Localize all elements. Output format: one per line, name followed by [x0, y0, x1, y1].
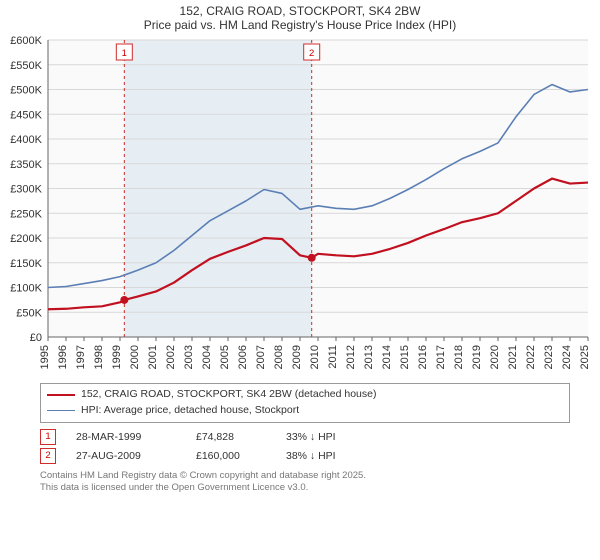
title-address: 152, CRAIG ROAD, STOCKPORT, SK4 2BW — [0, 4, 600, 18]
svg-text:2022: 2022 — [525, 345, 537, 369]
svg-text:£600K: £600K — [10, 35, 42, 47]
svg-text:£250K: £250K — [10, 208, 42, 220]
svg-text:2021: 2021 — [507, 345, 519, 369]
svg-text:£100K: £100K — [10, 283, 42, 295]
event-price: £74,828 — [196, 431, 266, 443]
svg-text:2004: 2004 — [201, 345, 213, 369]
svg-text:£400K: £400K — [10, 134, 42, 146]
svg-text:1: 1 — [122, 48, 127, 59]
footer-line2: This data is licensed under the Open Gov… — [40, 482, 570, 494]
event-date: 28-MAR-1999 — [76, 431, 176, 443]
legend-label: HPI: Average price, detached house, Stoc… — [81, 403, 299, 419]
svg-text:1997: 1997 — [75, 345, 87, 369]
svg-text:2019: 2019 — [471, 345, 483, 369]
event-pct: 38% ↓ HPI — [286, 450, 336, 462]
legend-label: 152, CRAIG ROAD, STOCKPORT, SK4 2BW (det… — [81, 387, 376, 403]
svg-text:2024: 2024 — [561, 345, 573, 369]
svg-text:2018: 2018 — [453, 345, 465, 369]
svg-text:£0: £0 — [30, 332, 42, 344]
svg-text:1999: 1999 — [111, 345, 123, 369]
svg-text:1996: 1996 — [57, 345, 69, 369]
svg-text:2006: 2006 — [237, 345, 249, 369]
svg-text:2007: 2007 — [255, 345, 267, 369]
svg-text:2010: 2010 — [309, 345, 321, 369]
svg-text:2016: 2016 — [417, 345, 429, 369]
event-row: 1 28-MAR-1999 £74,828 33% ↓ HPI — [40, 429, 570, 445]
chart-title-block: 152, CRAIG ROAD, STOCKPORT, SK4 2BW Pric… — [0, 0, 600, 34]
svg-text:2020: 2020 — [489, 345, 501, 369]
footer-line1: Contains HM Land Registry data © Crown c… — [40, 470, 570, 482]
svg-text:2011: 2011 — [327, 345, 339, 369]
event-table: 1 28-MAR-1999 £74,828 33% ↓ HPI 2 27-AUG-2009… — [40, 429, 570, 464]
svg-text:2017: 2017 — [435, 345, 447, 369]
svg-text:£550K: £550K — [10, 60, 42, 72]
event-marker: 1 — [40, 429, 56, 445]
svg-text:2012: 2012 — [345, 345, 357, 369]
svg-text:2002: 2002 — [165, 345, 177, 369]
svg-text:2003: 2003 — [183, 345, 195, 369]
svg-text:2015: 2015 — [399, 345, 411, 369]
event-date: 27-AUG-2009 — [76, 450, 176, 462]
svg-text:£200K: £200K — [10, 233, 42, 245]
svg-text:1998: 1998 — [93, 345, 105, 369]
svg-text:2023: 2023 — [543, 345, 555, 369]
svg-text:£450K: £450K — [10, 109, 42, 121]
svg-text:2013: 2013 — [363, 345, 375, 369]
svg-text:£350K: £350K — [10, 159, 42, 171]
svg-text:2001: 2001 — [147, 345, 159, 369]
data-attribution: Contains HM Land Registry data © Crown c… — [40, 470, 570, 495]
svg-text:2025: 2025 — [579, 345, 591, 369]
title-subtitle: Price paid vs. HM Land Registry's House … — [0, 18, 600, 32]
event-marker: 2 — [40, 448, 56, 464]
svg-text:2014: 2014 — [381, 345, 393, 369]
svg-text:2000: 2000 — [129, 345, 141, 369]
svg-text:£500K: £500K — [10, 85, 42, 97]
event-pct: 33% ↓ HPI — [286, 431, 336, 443]
legend-row: 152, CRAIG ROAD, STOCKPORT, SK4 2BW (det… — [47, 387, 563, 403]
event-row: 2 27-AUG-2009 £160,000 38% ↓ HPI — [40, 448, 570, 464]
svg-text:£150K: £150K — [10, 258, 42, 270]
legend-row: HPI: Average price, detached house, Stoc… — [47, 403, 563, 419]
svg-text:1995: 1995 — [39, 345, 51, 369]
legend-swatch — [47, 394, 75, 396]
price-chart: £0 £50K £100K £150K £200K £250K £300K £350K £400… — [0, 34, 600, 379]
svg-text:2: 2 — [309, 48, 314, 59]
svg-text:£50K: £50K — [16, 307, 42, 319]
svg-text:£300K: £300K — [10, 184, 42, 196]
svg-text:2008: 2008 — [273, 345, 285, 369]
legend-swatch — [47, 410, 75, 411]
svg-text:2009: 2009 — [291, 345, 303, 369]
legend: 152, CRAIG ROAD, STOCKPORT, SK4 2BW (det… — [40, 383, 570, 423]
svg-text:2005: 2005 — [219, 345, 231, 369]
event-price: £160,000 — [196, 450, 266, 462]
